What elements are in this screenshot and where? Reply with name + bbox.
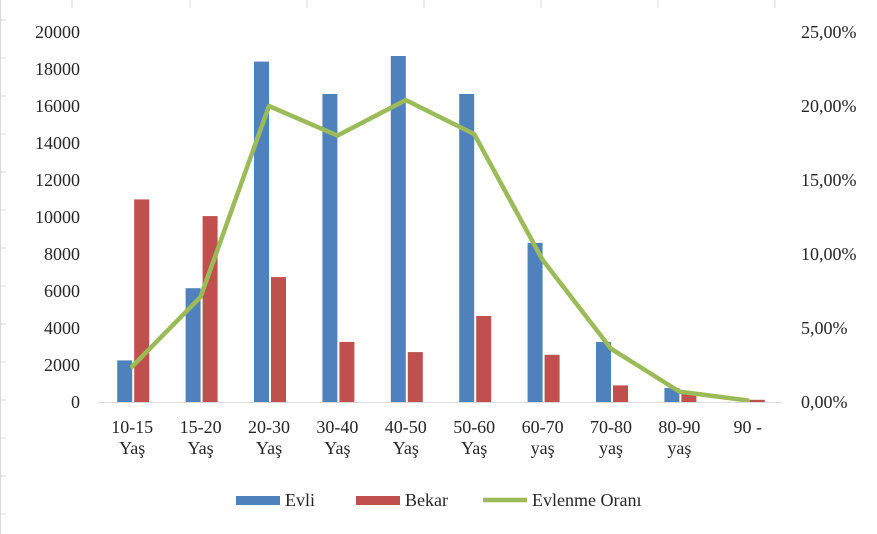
x-tick-label: Yaş [461, 438, 487, 458]
bar-evli [596, 341, 611, 402]
bar-bekar [271, 277, 286, 402]
bar-bekar [202, 216, 218, 402]
x-tick-label: 15-20 [180, 417, 222, 437]
bars [117, 56, 765, 402]
y-left-tick-label: 2000 [44, 355, 80, 375]
x-tick-label: 70-80 [590, 417, 632, 437]
line-evlenme-orani [129, 97, 751, 403]
y-axis-left: 0 2000 4000 6000 8000 10000 12000 14000 16000 180… [35, 22, 80, 412]
bar-bekar [339, 341, 355, 402]
y-right-tick-label: 0,00% [801, 392, 848, 412]
line-series [129, 97, 751, 403]
bar-bekar [134, 199, 150, 402]
x-tick-label: yaş [599, 438, 623, 458]
spreadsheet-gridlines [0, 0, 776, 534]
legend: Evli Bekar Evlenme Oranı [236, 490, 641, 510]
legend-swatch-evli [236, 496, 280, 505]
x-tick-label: Yaş [324, 438, 350, 458]
x-tick-label: 50-60 [453, 417, 495, 437]
y-right-tick-label: 5,00% [801, 318, 848, 338]
bar-evli [254, 61, 269, 402]
bar-bekar [749, 399, 765, 402]
y-left-tick-label: 20000 [35, 22, 80, 42]
x-tick-label: 80-90 [658, 417, 700, 437]
legend-label-bekar: Bekar [405, 490, 448, 510]
y-left-tick-label: 4000 [44, 318, 80, 338]
y-left-tick-label: 12000 [35, 170, 80, 190]
x-tick-label: yaş [531, 438, 555, 458]
bar-bekar [681, 393, 697, 402]
y-right-tick-label: 10,00% [801, 244, 857, 264]
bar-bekar [544, 354, 560, 402]
x-tick-label: 20-30 [248, 417, 290, 437]
x-tick-label: Yaş [393, 438, 419, 458]
y-left-tick-label: 10000 [35, 207, 80, 227]
bar-evli [459, 94, 475, 402]
legend-swatch-bekar [356, 496, 400, 505]
x-tick-label: 40-50 [385, 417, 427, 437]
y-left-tick-label: 8000 [44, 244, 80, 264]
legend-label-evli: Evli [285, 490, 315, 510]
bar-bekar [613, 385, 628, 402]
legend-label-evlenme-oranı: Evlenme Oranı [532, 490, 641, 510]
x-tick-label: 90 - [734, 417, 763, 437]
y-right-tick-label: 20,00% [801, 96, 857, 116]
x-tick-label: Yaş [187, 438, 213, 458]
x-tick-label: 30-40 [316, 417, 358, 437]
bar-evli [117, 360, 133, 402]
y-left-tick-label: 18000 [35, 59, 80, 79]
bar-evli [390, 56, 406, 402]
y-left-tick-label: 14000 [35, 133, 80, 153]
bar-bekar [476, 316, 492, 402]
x-tick-label: Yaş [119, 438, 145, 458]
y-axis-right: 0,00% 5,00% 10,00% 15,00% 20,00% 25,00% [801, 22, 857, 412]
bar-evli [322, 94, 338, 402]
x-tick-label: Yaş [256, 438, 282, 458]
x-tick-label: 10-15 [111, 417, 153, 437]
y-right-tick-label: 15,00% [801, 170, 857, 190]
bar-bekar [407, 352, 423, 402]
x-tick-label: 60-70 [522, 417, 564, 437]
bar-evli [185, 288, 201, 402]
y-left-tick-label: 16000 [35, 96, 80, 116]
bar-evli [527, 242, 543, 402]
x-axis: 10-15Yaş15-20Yaş20-30Yaş30-40Yaş40-50Yaş… [98, 402, 782, 458]
x-tick-label: yaş [667, 438, 691, 458]
y-left-tick-label: 0 [71, 392, 80, 412]
y-left-tick-label: 6000 [44, 281, 80, 301]
y-right-tick-label: 25,00% [801, 22, 857, 42]
